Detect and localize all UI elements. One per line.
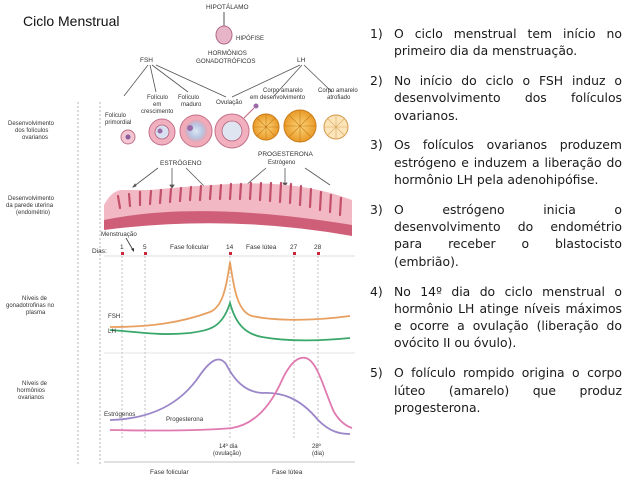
lh-curve-label: LH <box>108 328 116 335</box>
follicle-ovulation <box>214 103 259 149</box>
step-text: O ciclo menstrual tem início no primeiro… <box>394 26 622 59</box>
follicle-growing <box>148 118 176 146</box>
day-1-label: 1 <box>120 244 124 251</box>
day-14-marker <box>229 252 232 255</box>
phase-luteal-bottom: Fase lútea <box>272 469 303 476</box>
step-item: 3) O estrógeno inicia o desenvolvimento d… <box>370 201 622 270</box>
day-28-marker <box>317 252 320 255</box>
step-item: 3) Os folículos ovarianos produzem estróg… <box>370 136 622 188</box>
corpus-luteum-atrophied <box>323 114 349 140</box>
cycle-steps-list: 1) O ciclo menstrual tem início no primei… <box>370 25 622 429</box>
estrogen-curve-label: Estrógenos <box>104 411 135 418</box>
step-item: 1) O ciclo menstrual tem início no primei… <box>370 25 622 60</box>
estrogen-curve <box>109 358 351 435</box>
step-number: 1) <box>370 26 383 41</box>
lh-curve <box>109 299 351 342</box>
phase-luteal-top: Fase lútea <box>246 244 277 251</box>
estrogen-small-caption: Estrógeno <box>268 160 296 166</box>
menstrual-cycle-diagram: HIPOTÁLAMO HIPÓFISE HORMÔNIOS GONADOTRÓF… <box>6 2 358 476</box>
fsh-curve <box>109 261 351 328</box>
ovulation-label: Ovulação <box>216 99 243 106</box>
primordial-label: Folículo primordial <box>105 113 131 126</box>
phase-follicular-top: Fase folicular <box>170 244 209 251</box>
side-label-gonadotropins: Níveis de gonadotrofinas no plasma <box>6 296 55 316</box>
step-item: 4) No 14º dia do ciclo menstrual o hormôn… <box>370 283 622 352</box>
step-number: 5) <box>370 365 383 381</box>
page-title: Ciclo Menstrual <box>23 13 120 29</box>
side-labels: Desenvolvimento dos folículos ovarianos De… <box>6 121 55 401</box>
side-label-uterus: Desenvolvimento da parede uterina (endomét… <box>6 196 55 216</box>
side-label-ovarian: Níveis de hormônios ovarianos <box>17 381 48 401</box>
day-1-marker <box>121 252 124 255</box>
growing-label: Folículo em crescimento <box>141 95 174 115</box>
step-item: 5) O folículo rompido origina o corpo lút… <box>370 364 622 416</box>
phase-follicular-bottom: Fase folicular <box>150 469 189 476</box>
pituitary-shape <box>215 25 233 45</box>
progesterone-caption: PROGESTERONA <box>258 151 314 158</box>
step-item: 2) No início do ciclo o FSH induz o desen… <box>370 72 622 124</box>
step-number: 4) <box>370 283 383 299</box>
follicle-mature <box>179 114 213 148</box>
day-27-label: 27 <box>290 244 298 251</box>
pituitary-label: HIPÓFISE <box>236 35 264 42</box>
step-text: O estrógeno inicia o desenvolvimento do … <box>394 201 622 269</box>
day14-bottom-label: 14º dia (ovulação) <box>213 443 241 457</box>
lh-label: LH <box>297 57 306 64</box>
step-text: No início do ciclo o FSH induz o desenvo… <box>394 73 622 123</box>
fsh-label: FSH <box>140 57 153 64</box>
day-5-label: 5 <box>143 244 147 251</box>
step-number: 3) <box>370 201 383 217</box>
hormones-label-line2: GONADOTRÓFICOS <box>196 58 255 65</box>
day-28-label: 28 <box>314 244 322 251</box>
estrogen-caption: ESTRÓGENO <box>160 158 202 167</box>
day28-bottom-label: 28º (dia) <box>312 443 324 457</box>
step-text: O folículo rompido origina o corpo lúteo… <box>394 365 622 415</box>
day-27-marker <box>293 252 296 255</box>
hormones-label-line1: HORMÔNIOS <box>208 50 247 57</box>
corpus-luteum-developing <box>252 109 317 143</box>
corpus-atrophied-label: Corpo amarelo atrofiado <box>318 88 358 101</box>
step-number: 2) <box>370 73 383 89</box>
days-label: Dias: <box>92 248 107 255</box>
hypothalamus-label: HIPOTÁLAMO <box>206 2 249 11</box>
progesterone-curve-label: Progesterona <box>166 416 204 423</box>
day-14-label: 14 <box>226 244 234 251</box>
fsh-curve-label: FSH <box>108 313 120 320</box>
corpus-dev-label: Corpo amarelo em desenvolvimento <box>250 88 306 101</box>
progesterone-curve <box>109 356 353 432</box>
follicle-primordial <box>120 129 136 145</box>
step-number: 3) <box>370 137 383 153</box>
menstruation-label: Menstruação <box>101 231 137 238</box>
step-text: No 14º dia do ciclo menstrual o hormônio… <box>394 283 622 351</box>
side-label-follicles: Desenvolvimento dos folículos ovarianos <box>8 121 55 141</box>
step-text: Os folículos ovarianos produzem estrógen… <box>394 137 622 188</box>
endometrium-band <box>104 181 352 236</box>
mature-label: Folículo maduro <box>178 95 202 108</box>
day-5-marker <box>144 252 147 255</box>
